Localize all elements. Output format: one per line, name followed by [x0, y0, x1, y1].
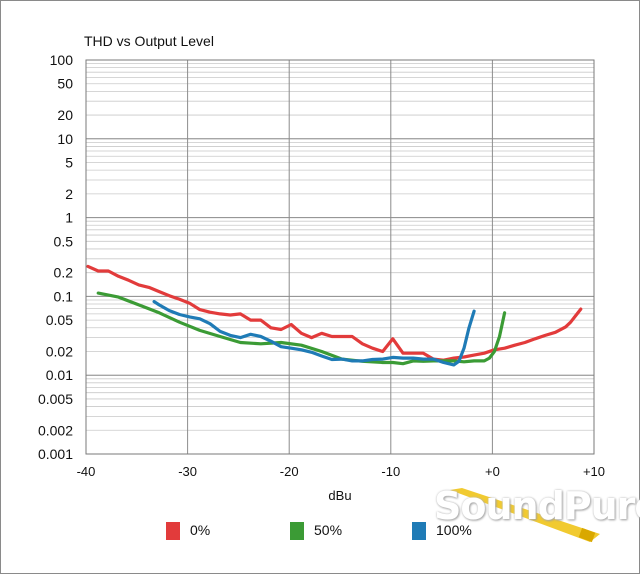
legend: 0% 50% 100%	[0, 520, 640, 544]
legend-swatch-0	[166, 522, 180, 540]
major-gridlines	[85, 59, 595, 455]
y-tick-label: 0.2	[54, 265, 74, 281]
legend-label-1: 50%	[314, 522, 343, 538]
x-tick-label: -40	[77, 464, 96, 479]
soundpure-logo: SoundPure	[430, 484, 640, 544]
y-tick-label: 0.002	[38, 422, 73, 438]
legend-label-0: 0%	[190, 522, 211, 538]
x-tick-label: +0	[485, 464, 500, 479]
legend-swatch-1	[290, 522, 304, 540]
x-tick-label: -10	[381, 464, 400, 479]
plot-area-border	[85, 59, 595, 455]
legend-swatch-2	[412, 522, 426, 540]
minor-gridlines	[86, 63, 594, 455]
y-tick-label: 0.5	[54, 233, 74, 249]
y-tick-label: 0.001	[38, 446, 73, 462]
guitar-neck-icon	[450, 488, 600, 543]
y-tick-label: 10	[57, 131, 73, 147]
y-tick-label: 0.02	[46, 343, 73, 359]
y-tick-label: 50	[57, 76, 73, 92]
y-tick-label: 2	[65, 186, 73, 202]
chart-title: THD vs Output Level	[84, 33, 214, 49]
y-tick-label: 0.005	[38, 391, 73, 407]
y-tick-label: 0.01	[46, 367, 73, 383]
x-tick-label: +10	[583, 464, 605, 479]
y-tick-label: 5	[65, 155, 73, 171]
series-line-1	[96, 291, 507, 366]
y-tick-label: 1	[65, 210, 73, 226]
series-line-2	[152, 300, 476, 367]
x-tick-labels: -40 -30 -20 -10 +0 +10	[77, 464, 605, 479]
logo-text: SoundPure	[434, 484, 640, 528]
x-tick-label: -20	[280, 464, 299, 479]
series-line-0	[86, 264, 583, 362]
x-tick-label: -30	[178, 464, 197, 479]
y-tick-label: 0.1	[54, 288, 74, 304]
y-tick-label: 20	[57, 107, 73, 123]
x-axis-label: dBu	[328, 488, 352, 503]
y-tick-label: 100	[50, 52, 74, 68]
legend-label-2: 100%	[436, 522, 472, 538]
y-tick-labels: 100 50 20 10 5 2 1 0.5 0.2 0.1 0.05 0.02 0.01 0.005 0.…	[38, 52, 73, 462]
series-lines	[86, 264, 583, 367]
y-tick-label: 0.05	[46, 312, 73, 328]
